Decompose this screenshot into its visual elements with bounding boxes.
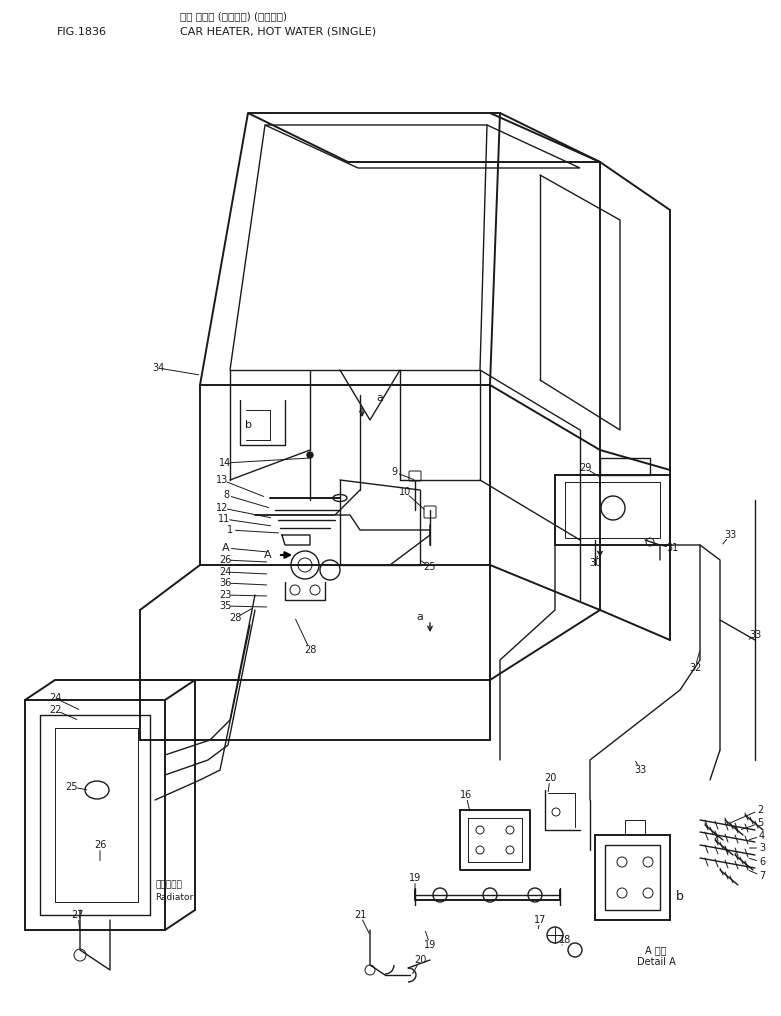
Text: Detail A: Detail A	[637, 957, 676, 967]
Text: 5: 5	[757, 818, 763, 828]
Text: 2: 2	[757, 805, 763, 815]
Circle shape	[307, 452, 313, 458]
Text: 13: 13	[216, 475, 228, 485]
Text: CAR HEATER, HOT WATER (SINGLE): CAR HEATER, HOT WATER (SINGLE)	[180, 27, 376, 37]
Text: 31: 31	[666, 543, 678, 553]
Text: 19: 19	[424, 940, 436, 950]
Text: 19: 19	[409, 873, 421, 883]
Text: ラジエータ: ラジエータ	[155, 881, 182, 889]
Text: 34: 34	[152, 363, 164, 373]
Text: 28: 28	[304, 645, 316, 655]
Text: 10: 10	[399, 487, 411, 497]
Text: 23: 23	[219, 590, 231, 600]
Text: 17: 17	[533, 915, 546, 925]
Text: カー ヒータ (オンスイ) (シングル): カー ヒータ (オンスイ) (シングル)	[180, 11, 287, 21]
Text: 28: 28	[229, 613, 241, 623]
Text: 24: 24	[48, 693, 61, 703]
Text: 36: 36	[219, 578, 231, 588]
Text: 16: 16	[460, 790, 473, 800]
Text: 3: 3	[759, 843, 765, 853]
Text: 21: 21	[354, 910, 366, 920]
Text: 33: 33	[634, 765, 646, 775]
Text: 35: 35	[219, 601, 231, 611]
Text: b: b	[244, 420, 251, 430]
Text: 9: 9	[391, 467, 397, 477]
Text: 25: 25	[424, 562, 437, 572]
Text: 33: 33	[724, 530, 736, 539]
Text: 25: 25	[66, 782, 78, 792]
Text: 14: 14	[219, 458, 231, 468]
Text: FIG.1836: FIG.1836	[57, 27, 107, 37]
Text: A 詳細: A 詳細	[645, 945, 667, 955]
Text: 26: 26	[219, 555, 231, 565]
Text: 1: 1	[227, 525, 233, 535]
Text: A: A	[222, 543, 230, 553]
Text: 7: 7	[759, 871, 765, 881]
Text: 20: 20	[414, 955, 426, 965]
Text: 30: 30	[589, 558, 601, 568]
Text: 29: 29	[579, 463, 591, 473]
Text: a: a	[376, 393, 383, 403]
Text: b: b	[676, 890, 684, 903]
Text: A: A	[265, 550, 272, 560]
Text: 22: 22	[48, 705, 61, 715]
Text: 27: 27	[72, 910, 84, 920]
Text: 11: 11	[218, 514, 230, 524]
Text: 8: 8	[223, 490, 229, 500]
Text: a: a	[416, 612, 423, 622]
Text: 18: 18	[559, 935, 571, 945]
Text: 12: 12	[216, 503, 228, 513]
Text: Radiator: Radiator	[155, 892, 193, 901]
Text: 33: 33	[749, 630, 761, 640]
Text: 26: 26	[94, 840, 106, 850]
Text: 32: 32	[689, 663, 701, 673]
Text: 6: 6	[759, 858, 765, 867]
Text: 24: 24	[219, 567, 231, 577]
Text: 4: 4	[759, 831, 765, 841]
Text: 20: 20	[544, 773, 556, 783]
